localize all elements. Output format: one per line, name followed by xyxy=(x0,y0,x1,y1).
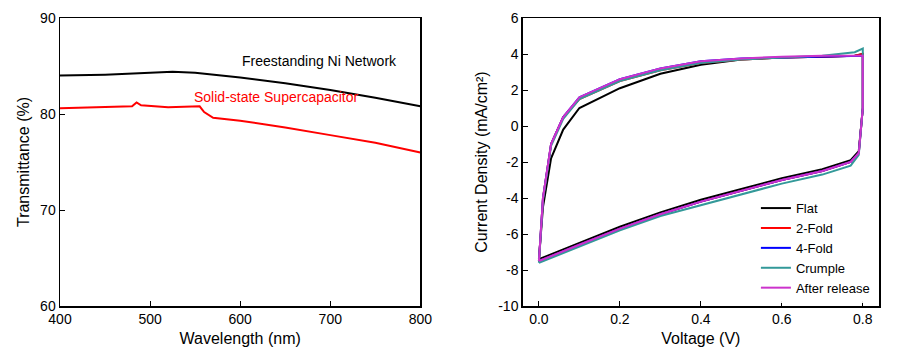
svg-text:70: 70 xyxy=(40,202,56,218)
svg-text:2-Fold: 2-Fold xyxy=(796,221,833,236)
svg-text:Wavelength (nm): Wavelength (nm) xyxy=(180,330,301,347)
svg-text:80: 80 xyxy=(40,106,56,122)
svg-text:0: 0 xyxy=(511,118,519,134)
svg-text:4-Fold: 4-Fold xyxy=(796,241,833,256)
svg-text:90: 90 xyxy=(40,10,56,26)
svg-text:Solid-state Supercapacitor: Solid-state Supercapacitor xyxy=(194,89,359,105)
svg-text:0.0: 0.0 xyxy=(529,311,549,327)
svg-text:2: 2 xyxy=(511,82,519,98)
svg-text:-10: -10 xyxy=(498,298,518,314)
svg-text:-8: -8 xyxy=(506,262,519,278)
svg-text:0.6: 0.6 xyxy=(772,311,792,327)
svg-text:Voltage (V): Voltage (V) xyxy=(661,330,740,347)
svg-text:0.2: 0.2 xyxy=(610,311,630,327)
svg-text:600: 600 xyxy=(229,311,253,327)
svg-text:6: 6 xyxy=(511,10,519,26)
svg-text:After release: After release xyxy=(796,281,870,296)
svg-text:Transmittance (%): Transmittance (%) xyxy=(15,97,32,227)
svg-text:500: 500 xyxy=(138,311,162,327)
svg-text:400: 400 xyxy=(48,311,72,327)
svg-text:0.8: 0.8 xyxy=(853,311,873,327)
svg-text:-6: -6 xyxy=(506,226,519,242)
svg-text:0.4: 0.4 xyxy=(691,311,711,327)
svg-text:4: 4 xyxy=(511,46,519,62)
svg-text:-2: -2 xyxy=(506,154,519,170)
svg-text:700: 700 xyxy=(319,311,343,327)
svg-text:60: 60 xyxy=(40,298,56,314)
svg-text:Current Density (mA/cm²): Current Density (mA/cm²) xyxy=(473,71,490,252)
svg-text:-4: -4 xyxy=(506,190,519,206)
svg-text:Crumple: Crumple xyxy=(796,261,845,276)
svg-text:Flat: Flat xyxy=(796,201,818,216)
svg-text:Freestanding Ni Network: Freestanding Ni Network xyxy=(242,53,397,69)
svg-text:800: 800 xyxy=(409,311,433,327)
